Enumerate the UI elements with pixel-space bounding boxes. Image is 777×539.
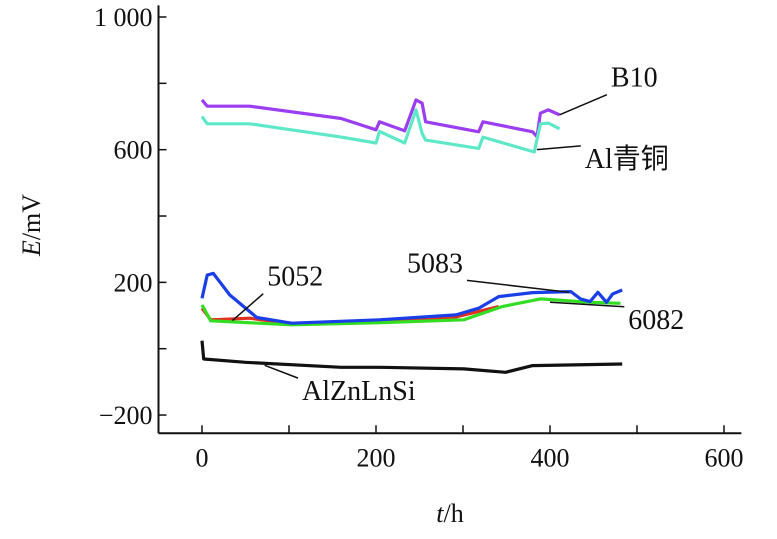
y-tick-label: 1 000 <box>94 3 153 32</box>
annotation-leader-line <box>466 279 570 294</box>
axes: 0 200 400 600 −200 200 600 1 000 <box>94 3 744 472</box>
annotation-leader-line <box>536 145 581 151</box>
annotation-leader-line <box>264 364 299 379</box>
annotations: B10 Al青铜 5052 5083 6082 AlZnLnSi <box>231 63 684 407</box>
series-line-5083 <box>200 271 623 325</box>
series-line-AlZnLnSi <box>200 340 623 374</box>
annotation-label: 5083 <box>407 248 463 279</box>
y-axis-label: E/mV <box>17 194 46 257</box>
annotation-label: Al青铜 <box>585 143 669 175</box>
x-axis-unit: h <box>451 499 464 528</box>
x-tick-label: 0 <box>196 443 209 472</box>
annotation-label: AlZnLnSi <box>302 376 416 407</box>
y-axis-var: E <box>17 240 46 257</box>
series-line-Al青铜 <box>200 108 561 154</box>
y-tick-label: 600 <box>114 136 153 165</box>
x-tick-label: 200 <box>357 443 396 472</box>
annotation-leader-line <box>559 93 608 116</box>
x-tick-label: 400 <box>531 443 570 472</box>
annotation-label: 5052 <box>267 262 323 293</box>
annotation-label: B10 <box>611 63 658 94</box>
x-tick-label: 600 <box>705 443 744 472</box>
x-axis-var: t <box>436 499 444 528</box>
annotation-label: 6082 <box>628 305 684 336</box>
x-axis-label: t/h <box>436 499 463 528</box>
y-axis-unit: mV <box>17 194 46 233</box>
y-tick-label: −200 <box>99 401 153 430</box>
annotation-leader-line <box>549 301 625 308</box>
series-line-6082 <box>200 297 621 327</box>
series-group <box>200 98 623 374</box>
y-tick-label: 200 <box>114 268 153 297</box>
annotation-leader-line <box>231 293 264 322</box>
